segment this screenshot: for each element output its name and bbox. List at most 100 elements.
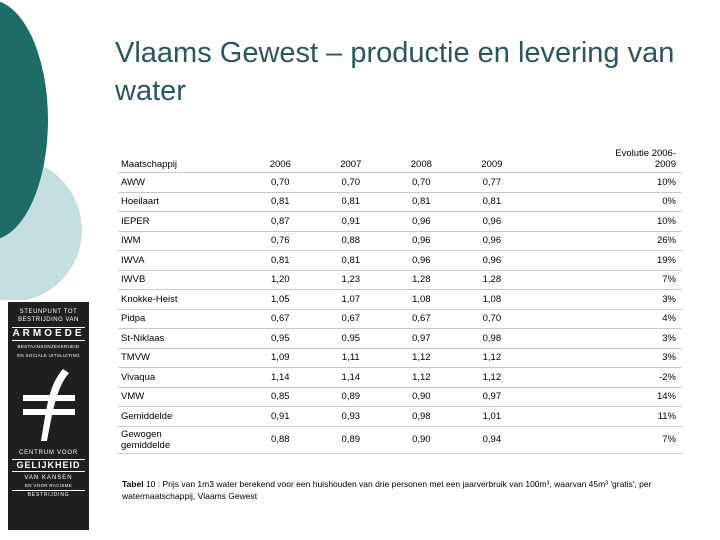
header-evolutie: Evolutie 2006- 2009 <box>527 140 682 173</box>
header-maatschappij: Maatschappij <box>118 140 245 173</box>
price-cell: 0,81 <box>386 192 457 212</box>
table-row: IEPER 0,87 0,91 0,96 0,96 10% <box>118 211 682 232</box>
table-row: AWW 0,70 0,70 0,70 0,77 10% <box>118 172 682 193</box>
table-row: TMVW 1,09 1,11 1,12 1,12 3% <box>118 348 682 368</box>
logo-bottom-5: BESTRIJDING <box>12 490 85 499</box>
price-cell: 0,88 <box>245 426 316 454</box>
price-cell: 0,81 <box>456 192 528 212</box>
price-cell: 1,07 <box>315 289 387 310</box>
decorative-circles <box>0 0 110 300</box>
price-cell: 1,11 <box>315 348 387 368</box>
company-name: Gewogen gemiddelde <box>118 426 245 454</box>
company-name: Gemiddelde <box>118 406 245 427</box>
price-cell: 0,81 <box>315 250 387 271</box>
company-name: VMW <box>118 387 245 407</box>
price-cell: 0,96 <box>386 231 457 251</box>
price-cell: 0,96 <box>386 250 457 271</box>
company-name: IWVA <box>118 250 245 271</box>
logo-bottom-2: GELIJKHEID <box>12 459 85 472</box>
water-price-table: Maatschappij 2006 2007 2008 2009 Evoluti… <box>118 140 682 454</box>
header-evolutie-line1: Evolutie 2006- <box>615 148 676 159</box>
weighted-label-line2: gemiddelde <box>121 439 171 451</box>
table-row: Hoeilaart 0,81 0,81 0,81 0,81 0% <box>118 192 682 212</box>
table-row: Vivaqua 1,14 1,14 1,12 1,12 -2% <box>118 367 682 388</box>
header-2008: 2008 <box>386 140 457 173</box>
price-cell: 1,23 <box>315 270 387 290</box>
price-cell: 0,96 <box>456 231 528 251</box>
price-cell: 0,70 <box>245 172 316 193</box>
price-cell: 1,12 <box>456 367 528 388</box>
table-row: IWM 0,76 0,88 0,96 0,96 26% <box>118 231 682 251</box>
company-name: AWW <box>118 172 245 193</box>
price-cell: 1,01 <box>456 406 528 427</box>
evolution-cell: 19% <box>527 250 682 271</box>
price-cell: 0,95 <box>315 328 387 349</box>
price-cell: 0,97 <box>456 387 528 407</box>
price-cell: 0,88 <box>315 231 387 251</box>
company-name: IEPER <box>118 211 245 232</box>
price-cell: 1,14 <box>245 367 316 388</box>
logo-bottom-1: CENTRUM VOOR <box>19 450 78 456</box>
evolution-cell: 10% <box>527 211 682 232</box>
price-cell: 0,70 <box>315 172 387 193</box>
price-cell: 1,08 <box>386 289 457 310</box>
table-row: IWVA 0,81 0,81 0,96 0,96 19% <box>118 250 682 271</box>
header-2007: 2007 <box>315 140 387 173</box>
table-row: VMW 0,85 0,89 0,90 0,97 14% <box>118 387 682 407</box>
evolution-cell: 7% <box>527 426 682 454</box>
header-2009: 2009 <box>456 140 528 173</box>
price-cell: 0,98 <box>386 406 457 427</box>
evolution-cell: 3% <box>527 289 682 310</box>
price-cell: 1,12 <box>386 367 457 388</box>
price-cell: 0,96 <box>456 211 528 232</box>
company-name: Pidpa <box>118 309 245 329</box>
caption-label: Tabel <box>122 479 144 489</box>
price-cell: 0,91 <box>245 406 316 427</box>
table-row: IWVB 1,20 1,23 1,28 1,28 7% <box>118 270 682 290</box>
price-cell: 1,09 <box>245 348 316 368</box>
evolution-cell: 7% <box>527 270 682 290</box>
price-cell: 0,67 <box>315 309 387 329</box>
price-cell: 0,70 <box>386 172 457 193</box>
price-cell: 0,81 <box>245 192 316 212</box>
price-cell: 0,89 <box>315 426 387 454</box>
price-cell: 0,85 <box>245 387 316 407</box>
header-2006: 2006 <box>245 140 316 173</box>
table-caption: Tabel 10 : Prijs van 1m3 water berekend … <box>122 478 692 502</box>
price-cell: 0,70 <box>456 309 528 329</box>
price-cell: 0,87 <box>245 211 316 232</box>
company-name: IWVB <box>118 270 245 290</box>
company-name: Hoeilaart <box>118 192 245 212</box>
header-evolutie-line2: 2009 <box>654 159 676 170</box>
evolution-cell: 14% <box>527 387 682 407</box>
evolution-cell: 3% <box>527 328 682 349</box>
price-cell: 1,12 <box>456 348 528 368</box>
price-cell: 0,96 <box>386 211 457 232</box>
company-name: IWM <box>118 231 245 251</box>
logo-line-2: BESTRIJDING VAN <box>18 317 79 323</box>
evolution-cell: -2% <box>527 367 682 388</box>
table-row: Pidpa 0,67 0,67 0,67 0,70 4% <box>118 309 682 329</box>
evolution-cell: 3% <box>527 348 682 368</box>
logo-line-3: ARMOEDE <box>12 327 85 341</box>
company-name: Knokke-Heist <box>118 289 245 310</box>
company-name: Vivaqua <box>118 367 245 388</box>
price-cell: 0,76 <box>245 231 316 251</box>
price-cell: 0,94 <box>456 426 528 454</box>
price-cell: 0,77 <box>456 172 528 193</box>
price-cell: 0,89 <box>315 387 387 407</box>
logo-line-4b: EN SOCIALE UITSLUITING <box>17 353 80 358</box>
logo-bottom-4: EN VOOR RACISME <box>24 483 72 488</box>
price-cell: 0,90 <box>386 426 457 454</box>
company-name: TMVW <box>118 348 245 368</box>
price-cell: 0,90 <box>386 387 457 407</box>
price-cell: 0,81 <box>245 250 316 271</box>
evolution-cell: 11% <box>527 406 682 427</box>
price-cell: 0,96 <box>456 250 528 271</box>
evolution-cell: 4% <box>527 309 682 329</box>
price-cell: 0,67 <box>386 309 457 329</box>
price-cell: 1,12 <box>386 348 457 368</box>
price-cell: 0,91 <box>315 211 387 232</box>
price-cell: 1,20 <box>245 270 316 290</box>
evolution-cell: 10% <box>527 172 682 193</box>
